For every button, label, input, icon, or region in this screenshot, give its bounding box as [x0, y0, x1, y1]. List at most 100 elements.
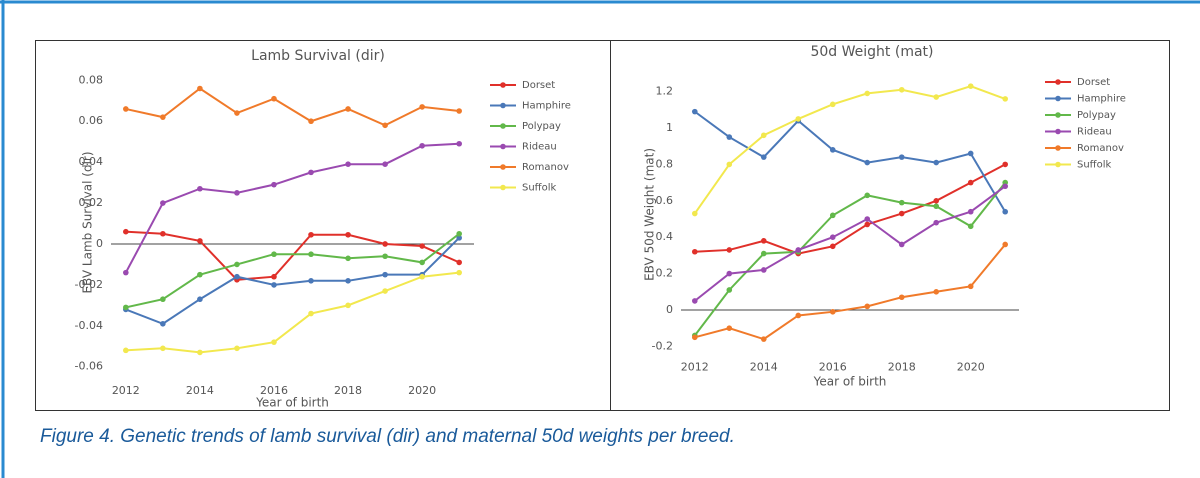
legend-label: Rideau: [1077, 127, 1112, 138]
data-point: [933, 203, 940, 210]
y-tick-label: 0.08: [79, 73, 104, 86]
data-point: [456, 230, 462, 237]
data-point: [382, 161, 388, 167]
data-point: [898, 154, 905, 160]
data-point: [382, 122, 388, 129]
x-tick-label: 2016: [819, 361, 847, 374]
data-point: [967, 83, 974, 89]
legend-label: Dorset: [1077, 77, 1110, 88]
legend-marker: [500, 184, 506, 191]
data-point: [382, 241, 388, 247]
data-point: [898, 210, 905, 217]
data-point: [345, 255, 351, 262]
data-point: [726, 287, 733, 293]
y-tick-label: 0: [666, 303, 673, 316]
data-point: [308, 231, 314, 238]
legend-marker: [1055, 112, 1061, 118]
data-point: [123, 347, 129, 354]
data-point: [1002, 96, 1009, 102]
y-axis-title: EBV 50d Weight (mat): [643, 148, 657, 281]
data-point: [829, 234, 836, 240]
data-point: [760, 154, 767, 160]
data-point: [967, 223, 974, 230]
series-line: [694, 243, 1006, 341]
y-tick-label: -0.2: [652, 339, 673, 352]
legend-label: Hamphire: [522, 101, 571, 112]
legend-marker: [500, 164, 506, 170]
data-point: [1002, 161, 1009, 168]
series-line: [125, 230, 460, 281]
y-tick-label: 0.02: [79, 196, 104, 209]
caption: Figure 4. Genetic trends of lamb surviva…: [40, 426, 735, 447]
data-point: [123, 106, 129, 112]
data-point: [760, 250, 767, 257]
data-point: [456, 259, 462, 266]
data-point: [419, 259, 425, 266]
chart-title: Lamb Survival (dir): [251, 48, 385, 64]
data-point: [726, 134, 733, 140]
legend-label: Polypay: [1077, 110, 1116, 121]
data-point: [271, 95, 277, 102]
legend-label: Dorset: [522, 80, 555, 91]
data-point: [726, 161, 733, 168]
data-point: [760, 267, 767, 273]
data-point: [123, 269, 129, 276]
x-axis-title: Year of birth: [255, 396, 329, 410]
data-point: [829, 147, 836, 153]
data-point: [967, 179, 974, 186]
data-point: [456, 140, 462, 147]
series-line: [694, 185, 1006, 302]
data-point: [308, 169, 314, 176]
data-point: [933, 159, 940, 166]
data-point: [864, 159, 871, 166]
data-point: [160, 114, 166, 120]
data-point: [864, 221, 871, 228]
data-point: [760, 336, 767, 342]
data-point: [197, 238, 203, 244]
data-point: [864, 192, 871, 199]
data-point: [726, 270, 733, 277]
data-point: [795, 116, 802, 122]
data-point: [345, 161, 351, 167]
x-tick-label: 2014: [186, 384, 214, 397]
data-point: [123, 228, 129, 235]
legend-marker: [1055, 161, 1061, 168]
data-point: [382, 271, 388, 278]
data-point: [691, 334, 698, 341]
data-point: [898, 241, 905, 248]
data-point: [345, 231, 351, 238]
series-line: [693, 85, 1006, 215]
data-point: [234, 190, 240, 196]
y-tick-label: 0.6: [656, 194, 674, 207]
data-point: [271, 181, 277, 188]
data-point: [308, 251, 314, 258]
data-point: [456, 108, 462, 114]
data-point: [829, 101, 836, 108]
legend-label: Romanov: [1077, 143, 1124, 154]
x-tick-label: 2020: [957, 361, 985, 374]
legend-label: Romanov: [522, 162, 569, 173]
data-point: [197, 349, 203, 356]
legend-marker: [500, 143, 506, 150]
legend-label: Polypay: [522, 121, 561, 132]
x-tick-label: 2012: [112, 384, 140, 397]
data-point: [308, 310, 314, 317]
data-point: [967, 283, 974, 290]
data-point: [419, 142, 425, 149]
series-line: [694, 110, 1007, 213]
series-line: [694, 163, 1006, 255]
data-point: [123, 304, 129, 311]
x-tick-label: 2016: [260, 384, 288, 397]
legend-marker: [500, 82, 506, 88]
data-point: [197, 296, 203, 303]
y-tick-label: 0.8: [656, 157, 674, 170]
data-point: [933, 94, 940, 100]
data-point: [967, 150, 974, 157]
data-point: [691, 298, 698, 304]
data-point: [898, 86, 905, 93]
x-axis-title: Year of birth: [813, 375, 887, 389]
data-point: [760, 132, 767, 139]
y-tick-label: 0.06: [79, 114, 104, 127]
